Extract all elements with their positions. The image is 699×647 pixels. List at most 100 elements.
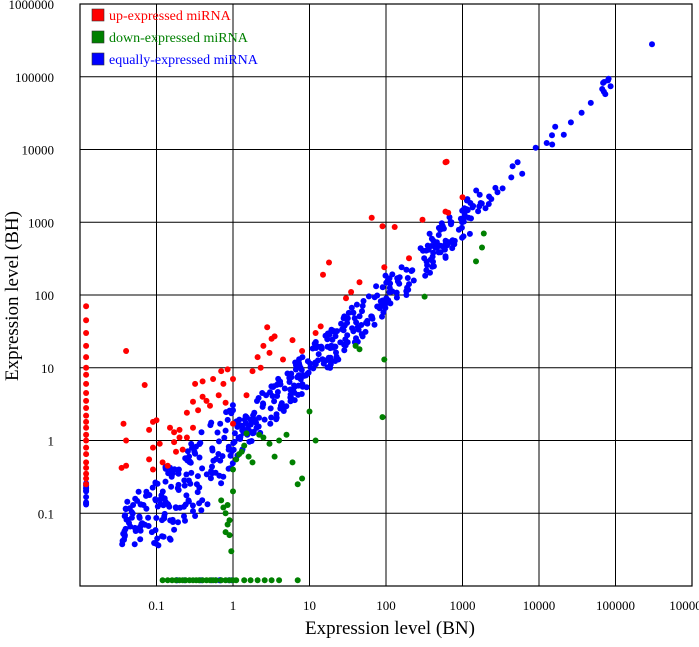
point-2-552 bbox=[500, 185, 506, 191]
point-2-518 bbox=[213, 470, 219, 476]
point-2-498 bbox=[251, 429, 257, 435]
point-2-361 bbox=[274, 411, 280, 417]
point-0-8 bbox=[83, 390, 89, 396]
point-0-55 bbox=[210, 376, 216, 382]
point-2-394 bbox=[168, 484, 174, 490]
point-2-122 bbox=[374, 293, 380, 299]
point-2-313 bbox=[171, 527, 177, 533]
point-2-551 bbox=[515, 159, 521, 165]
point-0-40 bbox=[177, 427, 183, 433]
point-2-455 bbox=[437, 227, 443, 233]
point-1-41 bbox=[239, 449, 245, 455]
point-1-37 bbox=[230, 488, 236, 494]
point-0-19 bbox=[83, 465, 89, 471]
point-1-63 bbox=[479, 245, 485, 251]
point-2-408 bbox=[363, 320, 369, 326]
point-2-444 bbox=[308, 364, 314, 370]
point-0-4 bbox=[83, 354, 89, 360]
point-2-511 bbox=[422, 273, 428, 279]
data-points bbox=[83, 41, 655, 583]
point-2-541 bbox=[533, 145, 539, 151]
point-2-149 bbox=[136, 489, 142, 495]
point-1-34 bbox=[227, 532, 233, 538]
point-2-522 bbox=[153, 515, 159, 521]
point-2-358 bbox=[329, 337, 335, 343]
point-0-57 bbox=[218, 368, 224, 374]
point-2-490 bbox=[119, 541, 125, 547]
point-1-27 bbox=[295, 577, 301, 583]
point-0-49 bbox=[192, 381, 198, 387]
point-2-501 bbox=[450, 237, 456, 243]
point-2-514 bbox=[281, 406, 287, 412]
point-2-356 bbox=[404, 285, 410, 291]
point-2-28 bbox=[230, 402, 236, 408]
point-0-73 bbox=[290, 337, 296, 343]
point-0-32 bbox=[150, 445, 156, 451]
point-0-64 bbox=[250, 368, 256, 374]
point-2-457 bbox=[197, 441, 203, 447]
point-2-487 bbox=[217, 421, 223, 427]
point-0-15 bbox=[83, 438, 89, 444]
point-1-50 bbox=[276, 438, 282, 444]
point-2-8 bbox=[163, 479, 169, 485]
point-2-405 bbox=[154, 536, 160, 542]
point-2-468 bbox=[199, 465, 205, 471]
point-2-516 bbox=[239, 423, 245, 429]
point-2-472 bbox=[177, 505, 183, 511]
point-1-33 bbox=[227, 517, 233, 523]
legend-label-1: down-expressed miRNA bbox=[109, 31, 249, 46]
point-0-61 bbox=[230, 376, 236, 382]
point-2-500 bbox=[210, 448, 216, 454]
point-2-411 bbox=[182, 483, 188, 489]
point-0-17 bbox=[83, 451, 89, 457]
point-2-438 bbox=[275, 389, 281, 395]
point-2-212 bbox=[166, 504, 172, 510]
point-1-53 bbox=[295, 481, 301, 487]
point-1-55 bbox=[307, 409, 313, 415]
x-tick-label-1: 1 bbox=[230, 598, 237, 613]
point-2-205 bbox=[187, 481, 193, 487]
point-2-512 bbox=[300, 372, 306, 378]
point-2-483 bbox=[155, 481, 161, 487]
point-2-459 bbox=[268, 405, 274, 411]
point-2-452 bbox=[396, 281, 402, 287]
point-2-470 bbox=[380, 298, 386, 304]
point-2-385 bbox=[216, 438, 222, 444]
point-2-499 bbox=[170, 517, 176, 523]
point-2-421 bbox=[262, 417, 268, 423]
x-tick-label-3: 100 bbox=[376, 598, 396, 613]
y-axis-title: Expression level (BH) bbox=[2, 211, 23, 381]
point-2-519 bbox=[253, 420, 259, 426]
point-2-523 bbox=[150, 485, 156, 491]
point-1-39 bbox=[233, 456, 239, 462]
point-2-377 bbox=[279, 400, 285, 406]
point-0-7 bbox=[83, 381, 89, 387]
point-0-63 bbox=[244, 392, 250, 398]
point-2-295 bbox=[181, 477, 187, 483]
point-2-451 bbox=[161, 514, 167, 520]
point-0-31 bbox=[146, 427, 152, 433]
point-1-38 bbox=[230, 467, 236, 473]
point-0-66 bbox=[258, 365, 264, 371]
point-1-15 bbox=[213, 577, 219, 583]
point-2-445 bbox=[352, 315, 358, 321]
point-0-48 bbox=[190, 399, 196, 405]
point-0-84 bbox=[381, 264, 387, 270]
point-2-306 bbox=[209, 464, 215, 470]
point-2-282 bbox=[344, 320, 350, 326]
point-2-387 bbox=[411, 278, 417, 284]
point-0-2 bbox=[83, 330, 89, 336]
point-2-443 bbox=[270, 393, 276, 399]
point-0-12 bbox=[83, 419, 89, 425]
point-1-22 bbox=[248, 577, 254, 583]
point-0-62 bbox=[230, 421, 236, 427]
point-0-9 bbox=[83, 398, 89, 404]
point-0-72 bbox=[280, 357, 286, 363]
point-2-540 bbox=[486, 201, 492, 207]
point-2-486 bbox=[172, 466, 178, 472]
point-0-43 bbox=[173, 449, 179, 455]
point-0-59 bbox=[223, 400, 229, 406]
point-2-453 bbox=[122, 532, 128, 538]
point-0-89 bbox=[444, 159, 450, 165]
